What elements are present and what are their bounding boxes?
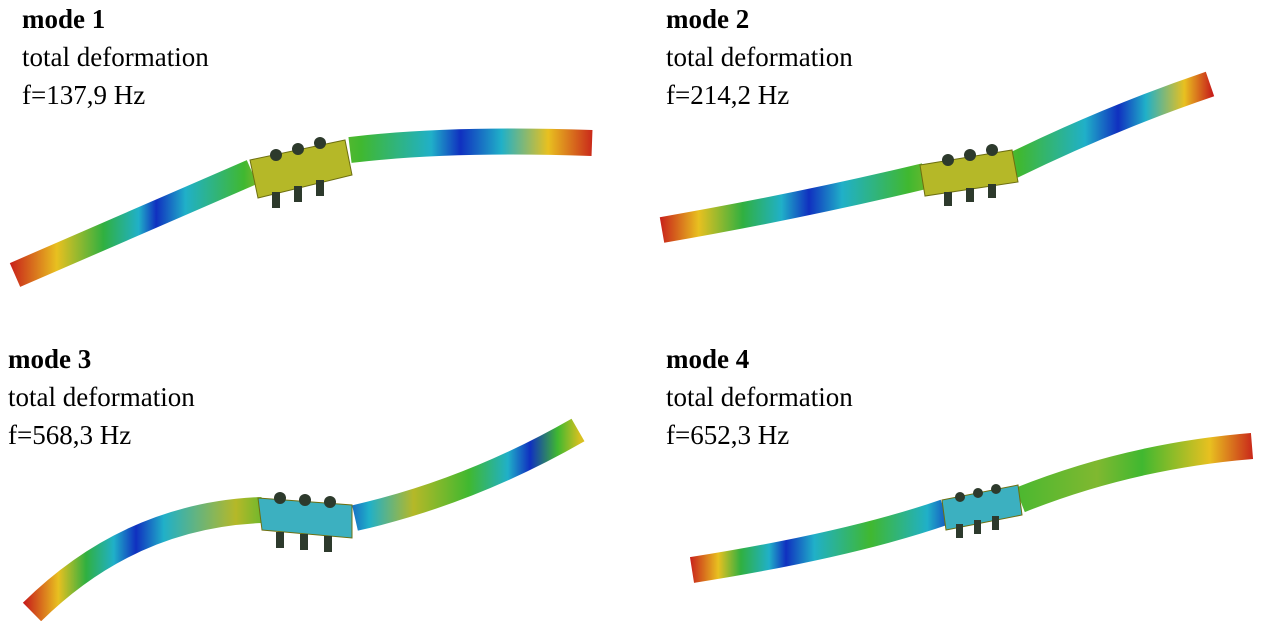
beam bbox=[1012, 84, 1210, 166]
mode-subtitle: total deformation bbox=[666, 42, 853, 72]
beam bbox=[662, 176, 925, 230]
beam bbox=[355, 430, 578, 518]
mode-title: mode 2 bbox=[666, 4, 749, 34]
beam bbox=[1020, 446, 1252, 500]
beam bbox=[32, 510, 262, 612]
figure: mode 1 total deformation f=137,9 Hz mode 2 t… bbox=[0, 0, 1262, 621]
beam bbox=[692, 512, 945, 570]
mode-frequency: f=568,3 Hz bbox=[8, 420, 131, 450]
mode-title: mode 4 bbox=[666, 344, 749, 374]
mode-shape-3 bbox=[32, 430, 578, 612]
mode-subtitle: total deformation bbox=[666, 382, 853, 412]
mode-title: mode 1 bbox=[22, 4, 105, 34]
mode-frequency: f=137,9 Hz bbox=[22, 80, 145, 110]
mode-subtitle: total deformation bbox=[22, 42, 209, 72]
mode-shape-4 bbox=[692, 446, 1252, 570]
beam bbox=[15, 172, 252, 275]
mode-shape-1 bbox=[15, 137, 592, 275]
mode-subtitle: total deformation bbox=[8, 382, 195, 412]
mode-frequency: f=652,3 Hz bbox=[666, 420, 789, 450]
mode-frequency: f=214,2 Hz bbox=[666, 80, 789, 110]
beam bbox=[350, 142, 592, 150]
mode-title: mode 3 bbox=[8, 344, 91, 374]
